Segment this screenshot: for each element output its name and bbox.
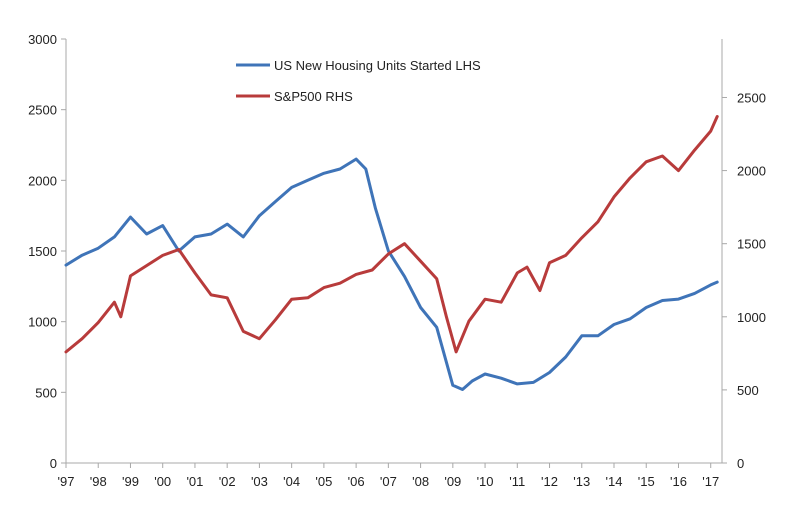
left-tick-label: 0 bbox=[50, 456, 57, 471]
left-axis-ticks: 0 500 1000 1500 2000 2500 3000 bbox=[28, 32, 66, 471]
left-tick-label: 3000 bbox=[28, 32, 57, 47]
right-tick-label: 1000 bbox=[737, 310, 766, 325]
x-tick-label: '01 bbox=[186, 474, 203, 489]
left-tick-label: 1000 bbox=[28, 315, 57, 330]
left-tick-label: 2000 bbox=[28, 173, 57, 188]
x-tick-label: '09 bbox=[444, 474, 461, 489]
right-tick-label: 0 bbox=[737, 456, 744, 471]
x-tick-label: '14 bbox=[606, 474, 623, 489]
x-tick-label: '12 bbox=[541, 474, 558, 489]
legend-label: S&P500 RHS bbox=[274, 89, 353, 104]
x-tick-label: '00 bbox=[154, 474, 171, 489]
x-tick-label: '13 bbox=[573, 474, 590, 489]
x-tick-label: '98 bbox=[90, 474, 107, 489]
series-lines bbox=[64, 115, 719, 391]
series-line-0 bbox=[64, 157, 719, 391]
x-tick-label: '17 bbox=[702, 474, 719, 489]
x-tick-label: '15 bbox=[638, 474, 655, 489]
x-tick-label: '03 bbox=[251, 474, 268, 489]
x-tick-label: '06 bbox=[348, 474, 365, 489]
legend: US New Housing Units Started LHS S&P500 R… bbox=[236, 58, 481, 104]
right-tick-label: 500 bbox=[737, 383, 759, 398]
right-tick-label: 1500 bbox=[737, 237, 766, 252]
x-axis-ticks: '97 '98 '99 '00 '01 '02 '03 '04 '05 '06 '07 '08 '09 '… bbox=[58, 463, 719, 489]
left-tick-label: 2500 bbox=[28, 103, 57, 118]
series-line-1 bbox=[64, 115, 719, 354]
x-tick-label: '11 bbox=[509, 474, 525, 489]
x-tick-label: '08 bbox=[412, 474, 429, 489]
x-tick-label: '16 bbox=[670, 474, 687, 489]
x-tick-label: '04 bbox=[283, 474, 300, 489]
left-tick-label: 1500 bbox=[28, 244, 57, 259]
x-tick-label: '10 bbox=[477, 474, 494, 489]
right-tick-label: 2000 bbox=[737, 164, 766, 179]
left-tick-label: 500 bbox=[35, 385, 57, 400]
legend-label: US New Housing Units Started LHS bbox=[274, 58, 481, 73]
right-tick-label: 2500 bbox=[737, 90, 766, 105]
x-tick-label: '97 bbox=[58, 474, 75, 489]
x-tick-label: '07 bbox=[380, 474, 397, 489]
x-tick-label: '02 bbox=[219, 474, 236, 489]
right-axis-ticks: 0 500 1000 1500 2000 2500 bbox=[722, 90, 766, 471]
x-tick-label: '99 bbox=[122, 474, 139, 489]
x-tick-label: '05 bbox=[315, 474, 332, 489]
